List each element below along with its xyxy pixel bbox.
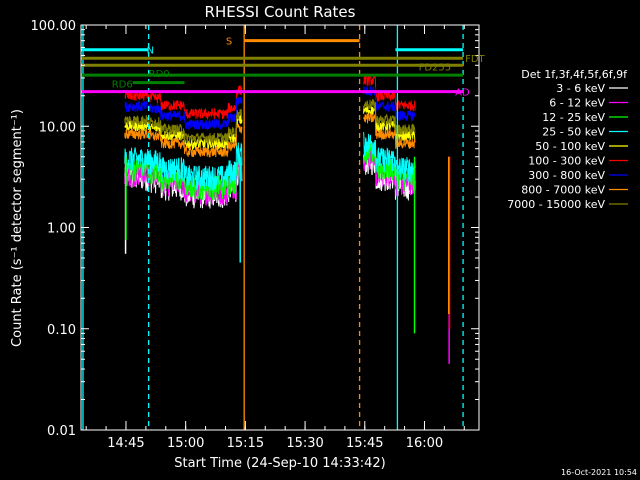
legend-title: Det 1f,3f,4f,5f,6f,9f	[521, 68, 628, 81]
legend-label-8: 7000 - 15000 keV	[507, 198, 605, 211]
series-line-6-segment-0	[124, 96, 243, 132]
y-axis-label: Count Rate (s⁻¹ detector segment⁻¹)	[10, 109, 25, 347]
x-tick-label-1: 15:00	[167, 436, 204, 451]
series-line-5-segment-0	[124, 85, 243, 121]
series-line-8-segment-0	[124, 109, 243, 145]
plot-area	[81, 25, 464, 430]
flag-label-fd255: FD255	[419, 62, 452, 73]
x-tick-label-5: 16:00	[406, 436, 443, 451]
legend-label-7: 800 - 7000 keV	[521, 184, 605, 197]
flag-label-n: N	[147, 46, 154, 57]
footer-timestamp: 16-Oct-2021 10:54	[561, 468, 637, 477]
flag-label-fdt: FDT	[465, 54, 485, 65]
series-line-3-segment-0	[124, 142, 243, 191]
flag-label-ad: AD	[455, 88, 470, 99]
series-line-8-segment-1	[363, 99, 416, 135]
series-line-7-segment-1	[363, 113, 416, 150]
y-tick-label-1: 10.00	[39, 120, 76, 135]
y-tick-label-2: 1.00	[47, 222, 76, 237]
series-line-7-segment-0	[124, 123, 243, 158]
x-axis-label: Start Time (24-Sep-10 14:33:42)	[174, 456, 385, 471]
flag-label-rd0: RD0	[149, 69, 170, 80]
x-tick-label-0: 14:45	[107, 436, 144, 451]
legend-label-3: 25 - 50 keV	[542, 126, 605, 139]
plot-axes: 100.00 10.00 1.00 0.10 0.01 14:45 15:00 15:15 15…	[31, 19, 480, 451]
legend-label-1: 6 - 12 keV	[549, 97, 605, 110]
plot-frame	[80, 24, 480, 431]
y-tick-label-0: 100.00	[31, 19, 77, 34]
series-line-3-segment-1	[363, 131, 416, 183]
legend-label-4: 50 - 100 keV	[535, 140, 605, 153]
legend-label-6: 300 - 800 keV	[528, 169, 605, 182]
chart-title: RHESSI Count Rates	[205, 3, 356, 21]
y-tick-label-3: 0.10	[47, 323, 76, 338]
legend-label-5: 100 - 300 keV	[528, 155, 605, 168]
series-line-5-segment-1	[363, 73, 416, 112]
x-tick-label-2: 15:15	[227, 436, 264, 451]
series-line-2-segment-1	[363, 141, 416, 192]
y-tick-label-4: 0.01	[47, 424, 76, 439]
legend-label-2: 12 - 25 keV	[542, 111, 605, 124]
x-tick-label-3: 15:30	[286, 436, 323, 451]
legend: Det 1f,3f,4f,5f,6f,9f 3 - 6 keV 6 - 12 ke…	[507, 68, 628, 211]
flag-label-rd6: RD6	[112, 80, 133, 91]
legend-label-0: 3 - 6 keV	[556, 82, 605, 95]
flag-label-s: S	[226, 37, 232, 48]
x-tick-label-4: 15:45	[346, 436, 383, 451]
